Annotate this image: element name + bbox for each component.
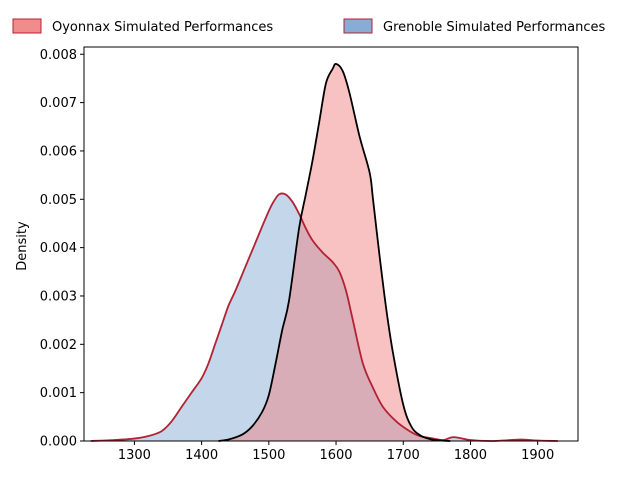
y-axis-label: Density <box>15 221 30 271</box>
x-tick-label: 1900 <box>521 448 554 463</box>
legend-label-oyonnax: Oyonnax Simulated Performances <box>52 20 273 35</box>
y-tick-label: 0.003 <box>40 289 77 304</box>
legend-label-grenoble: Grenoble Simulated Performances <box>383 20 606 35</box>
y-tick-label: 0.007 <box>40 96 77 111</box>
x-axis: 1300 1400 1500 1600 1700 1800 1900 <box>118 441 554 463</box>
legend: Oyonnax Simulated Performances Grenoble … <box>12 18 606 35</box>
y-axis: 0.000 0.001 0.002 0.003 0.004 0.005 0.006 0.007… <box>40 48 84 450</box>
y-tick-label: 0.005 <box>40 193 77 208</box>
y-tick-label: 0.004 <box>40 241 77 256</box>
y-tick-label: 0.006 <box>40 144 77 159</box>
x-tick-label: 1700 <box>387 448 420 463</box>
series-oyonnax-line <box>218 62 451 442</box>
series-oyonnax-area <box>218 63 451 442</box>
series-grenoble-area <box>90 193 558 441</box>
x-tick-label: 1800 <box>454 448 487 463</box>
y-tick-label: 0.008 <box>40 48 77 63</box>
legend-swatch-oyonnax <box>12 18 42 34</box>
y-tick-label: 0.000 <box>40 435 77 450</box>
x-tick-label: 1400 <box>185 448 218 463</box>
x-tick-label: 1500 <box>252 448 285 463</box>
legend-swatch-grenoble <box>343 18 373 34</box>
x-tick-label: 1300 <box>118 448 151 463</box>
y-tick-label: 0.002 <box>40 338 77 353</box>
x-tick-label: 1600 <box>319 448 352 463</box>
axes-frame <box>83 46 579 442</box>
y-tick-label: 0.001 <box>40 386 77 401</box>
plot-area <box>83 46 579 442</box>
